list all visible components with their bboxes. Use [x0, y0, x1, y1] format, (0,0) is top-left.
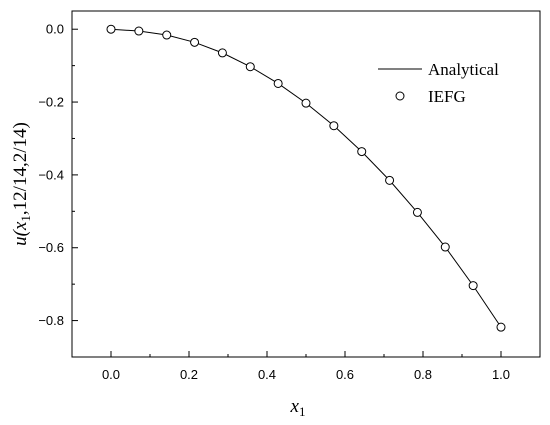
data-point-iefg — [301, 98, 311, 108]
legend-circle-swatch — [395, 91, 405, 101]
data-point-iefg — [385, 175, 395, 185]
x-tick-label: 0.4 — [258, 367, 276, 382]
y-tick-label: −0.6 — [38, 240, 64, 255]
data-point-iefg — [273, 78, 283, 88]
data-point-iefg — [190, 37, 200, 47]
y-axis-title-subscript: 1 — [18, 215, 33, 222]
x-tick-label: 0.2 — [180, 367, 198, 382]
data-point-iefg — [134, 26, 144, 36]
y-axis-title-prefix: u(x — [10, 221, 31, 246]
y-tick-label: 0.0 — [46, 22, 64, 37]
data-point-iefg — [357, 147, 367, 157]
x-axis-title: x1 — [290, 396, 306, 419]
data-point-iefg — [106, 24, 116, 34]
x-axis-title-main: x — [290, 396, 300, 417]
tick-labels: 0.0 0.2 0.4 0.6 0.8 1.0 0.0 −0.2 −0.4 −0.6 −0.8 — [38, 22, 510, 382]
data-point-iefg — [412, 207, 422, 217]
legend: Analytical IEFG — [378, 60, 499, 106]
x-tick-label: 0.6 — [336, 367, 354, 382]
data-point-iefg — [440, 242, 450, 252]
data-point-iefg — [329, 121, 339, 131]
y-tick-label: −0.2 — [38, 95, 64, 110]
data-point-iefg — [162, 30, 172, 40]
data-point-iefg — [496, 322, 506, 332]
legend-label-analytical: Analytical — [428, 60, 499, 79]
y-tick-label: −0.8 — [38, 313, 64, 328]
tick-marks — [71, 28, 502, 357]
x-tick-label: 1.0 — [492, 367, 510, 382]
series-layer — [106, 24, 506, 332]
legend-label-iefg: IEFG — [428, 87, 466, 106]
x-axis-title-subscript: 1 — [299, 404, 306, 419]
y-axis-title: u(x1,12/14,2/14) — [10, 122, 33, 246]
data-point-iefg — [468, 281, 478, 291]
y-tick-label: −0.4 — [38, 167, 64, 182]
x-tick-label: 0.8 — [414, 367, 432, 382]
y-axis-title-suffix: ,12/14,2/14) — [10, 122, 31, 215]
data-point-iefg — [245, 62, 255, 72]
x-tick-label: 0.0 — [102, 367, 120, 382]
data-point-iefg — [217, 48, 227, 58]
